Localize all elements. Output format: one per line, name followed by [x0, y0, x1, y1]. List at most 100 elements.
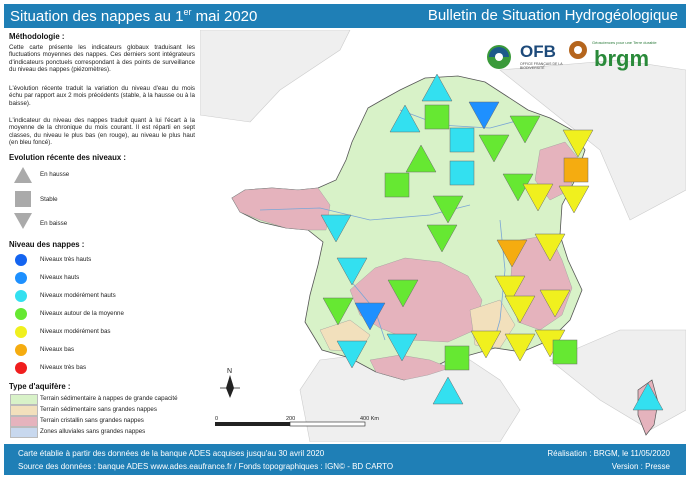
north-arrow: N	[220, 368, 240, 398]
falling-marker	[494, 275, 526, 304]
aquifer-swatch	[10, 394, 38, 405]
title-bar: Situation des nappes au 1er mai 2020 Bul…	[4, 4, 686, 28]
rising-marker	[405, 144, 437, 173]
falling-marker	[509, 115, 541, 144]
brgm-tagline: Géosciences pour une Terre durable	[592, 40, 657, 45]
level-label: Niveaux modérément hauts	[40, 292, 116, 299]
stable-marker	[449, 127, 475, 153]
bulletin-title: Bulletin de Situation Hydrogéologique	[427, 7, 678, 24]
evolution-baisse-label: En baisse	[40, 220, 68, 227]
rising-marker	[421, 73, 453, 102]
level-swatch-icon	[15, 308, 27, 320]
uk-land	[200, 30, 351, 123]
methodology-p3: L'indicateur du niveau des nappes tradui…	[9, 117, 195, 147]
aquifer-label: Terrain sédimentaire sans grandes nappes	[40, 406, 157, 413]
aquifer-label: Terrain sédimentaire à nappes de grande …	[40, 395, 178, 402]
falling-marker	[387, 279, 419, 308]
level-label: Niveaux très hauts	[40, 256, 92, 263]
stable-marker	[563, 157, 589, 183]
north-arrow-icon	[226, 375, 234, 398]
footer-data-note: Carte établie à partir des données de la…	[18, 449, 325, 458]
aquifer-swatch	[10, 416, 38, 427]
footer-version: Version : Presse	[611, 462, 670, 471]
baisse-triangle-icon	[14, 213, 32, 229]
scale-tick-200: 200	[286, 416, 295, 422]
hausse-triangle-icon	[14, 167, 32, 183]
ofb-logo-icon	[487, 45, 511, 69]
level-label: Niveaux modérément bas	[40, 328, 111, 335]
aquifer-swatch	[10, 427, 38, 438]
falling-marker	[534, 233, 566, 262]
partner-logos: OFB OFFICE FRANÇAIS DE LA BIODIVERSITÉ G…	[484, 36, 684, 86]
rising-marker	[432, 376, 464, 405]
level-swatch-icon	[15, 326, 27, 338]
title-superscript: er	[183, 7, 192, 17]
map-title: Situation des nappes au 1er mai 2020	[10, 7, 257, 25]
falling-marker	[504, 295, 536, 324]
stable-square-icon	[15, 191, 31, 207]
falling-marker	[539, 289, 571, 318]
scale-tick-0: 0	[215, 416, 218, 422]
level-swatch-icon	[15, 344, 27, 356]
ofb-logo-sub: OFFICE FRANÇAIS DE LA BIODIVERSITÉ	[520, 62, 563, 70]
level-label: Niveaux bas	[40, 346, 75, 353]
aquifer-heading: Type d'aquifère :	[9, 382, 71, 391]
evolution-stable-label: Stable	[40, 196, 58, 203]
falling-marker	[504, 333, 536, 362]
aquifer-label: Terrain cristallin sans grandes nappes	[40, 417, 144, 424]
title-date: mai 2020	[191, 8, 258, 25]
level-swatch-icon	[15, 290, 27, 302]
level-label: Niveaux autour de la moyenne	[40, 310, 124, 317]
methodology-heading: Méthodologie :	[9, 32, 65, 41]
falling-marker	[432, 195, 464, 224]
scale-tick-400: 400 Km	[360, 416, 379, 422]
falling-marker	[336, 257, 368, 286]
level-label: Niveaux hauts	[40, 274, 80, 281]
stable-marker	[552, 339, 578, 365]
levels-heading: Niveau des nappes :	[9, 240, 85, 249]
evolution-heading: Evolution récente des niveaux :	[9, 153, 126, 162]
scale-bar-seg2	[289, 421, 366, 427]
level-swatch-icon	[15, 362, 27, 374]
falling-marker	[470, 330, 502, 359]
footer-realisation: Réalisation : BRGM, le 11/05/2020	[547, 449, 670, 458]
falling-marker	[386, 333, 418, 362]
ofb-logo-text: OFB	[520, 42, 556, 61]
rising-marker	[632, 382, 664, 411]
aquifer-swatch	[10, 405, 38, 416]
falling-marker	[522, 183, 554, 212]
level-label: Niveaux très bas	[40, 364, 87, 371]
falling-marker	[354, 302, 386, 331]
seine-river	[399, 109, 521, 129]
north-label: N	[227, 368, 232, 375]
scale-bar-seg1	[215, 422, 290, 426]
neighbour-east	[499, 59, 686, 221]
falling-marker	[426, 224, 458, 253]
evolution-hausse-label: En hausse	[40, 171, 70, 178]
falling-marker	[322, 297, 354, 326]
falling-marker	[336, 340, 368, 369]
falling-marker	[558, 185, 590, 214]
level-swatch-icon	[15, 254, 27, 266]
stable-marker	[449, 160, 475, 186]
rising-marker	[389, 104, 421, 133]
title-text: Situation des nappes au 1	[10, 8, 184, 25]
falling-marker	[320, 214, 352, 243]
scale-bar: 0 200 400 Km	[215, 416, 379, 427]
france-map: N 0 200 400 Km	[200, 30, 686, 442]
methodology-p1: Cette carte présente les indicateurs glo…	[9, 44, 195, 74]
stable-marker	[424, 104, 450, 130]
falling-marker	[468, 101, 500, 130]
methodology-p2: L'évolution récente traduit la variation…	[9, 85, 195, 107]
aquifer-label: Zones alluviales sans grandes nappes	[40, 428, 146, 435]
level-swatch-icon	[15, 272, 27, 284]
brgm-logo-text: brgm	[594, 46, 649, 71]
stable-marker	[384, 172, 410, 198]
falling-marker	[562, 129, 594, 158]
falling-marker	[478, 134, 510, 163]
brgm-logo-icon	[569, 41, 587, 59]
station-markers	[320, 73, 664, 411]
evolution-symbols	[14, 167, 32, 229]
footer-source: Source des données : banque ADES www.ade…	[18, 462, 394, 471]
legend-panel: Méthodologie : Cette carte présente les …	[4, 30, 200, 442]
